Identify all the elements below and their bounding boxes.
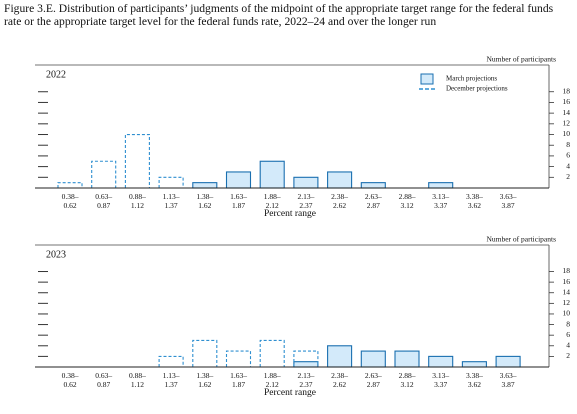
bar-outline xyxy=(57,182,83,188)
x-tick-label: 2.13–2.37 xyxy=(297,371,315,389)
x-tick-label: 1.63–1.87 xyxy=(230,192,247,210)
y-axis-label: Number of participants xyxy=(486,55,556,64)
bar xyxy=(259,160,285,189)
x-tick-label: 3.63–3.87 xyxy=(499,192,517,210)
bar xyxy=(225,171,252,189)
y-tick-label: 14 xyxy=(563,108,571,117)
y-tick-label: 18 xyxy=(563,86,571,95)
y-tick-label: 16 xyxy=(563,97,571,106)
bar xyxy=(428,355,454,368)
y-tick-label: 6 xyxy=(566,330,570,339)
x-tick-label: 2.38–2.62 xyxy=(331,371,349,389)
x-tick-label: 1.38–1.62 xyxy=(196,192,214,210)
bar xyxy=(327,345,353,368)
y-tick-label: 18 xyxy=(563,266,571,275)
y-tick-label: 8 xyxy=(566,140,570,149)
x-tick-label: 2.63–2.87 xyxy=(364,371,382,389)
bar-outline xyxy=(124,133,150,188)
bar xyxy=(192,182,218,189)
x-tick-label: 1.88–2.12 xyxy=(263,192,281,210)
x-tick-label: 3.38–3.62 xyxy=(465,371,483,389)
bar xyxy=(293,361,319,368)
x-tick-label: 3.13–3.37 xyxy=(432,192,450,210)
bar xyxy=(293,176,319,189)
legend-swatch xyxy=(420,73,434,85)
x-axis-label: Percent range xyxy=(264,209,316,219)
x-tick-label: 2.38–2.62 xyxy=(331,192,349,210)
x-tick-label: 2.88–3.12 xyxy=(398,192,416,210)
x-tick-label: 0.63–0.87 xyxy=(95,371,113,389)
bar xyxy=(428,182,454,189)
bar xyxy=(394,350,420,368)
y-tick-label: 10 xyxy=(563,129,571,138)
y-tick-label: 8 xyxy=(566,319,570,328)
bar xyxy=(461,361,487,368)
panel-title: 2023 xyxy=(46,249,66,260)
y-tick-label: 10 xyxy=(563,309,571,318)
x-tick-label: 0.38–0.62 xyxy=(61,192,79,210)
bar-outline xyxy=(293,350,319,367)
x-tick-label: 1.13–1.37 xyxy=(162,371,180,389)
x-tick-label: 1.63–1.87 xyxy=(230,371,247,389)
x-tick-label: 1.38–1.62 xyxy=(196,371,214,389)
y-tick-label: 12 xyxy=(563,298,571,307)
x-tick-label: 3.63–3.87 xyxy=(499,371,517,389)
bar-outline xyxy=(192,339,218,367)
x-tick-label: 1.13–1.37 xyxy=(162,192,180,210)
y-tick-label: 14 xyxy=(563,287,571,296)
y-tick-label: 16 xyxy=(563,277,571,286)
x-tick-label: 0.63–0.87 xyxy=(95,192,113,210)
bar xyxy=(360,350,386,368)
x-axis-label: Percent range xyxy=(264,388,316,398)
figure-title: Figure 3.E. Distribution of participants… xyxy=(4,2,554,28)
legend-label: December projections xyxy=(446,85,508,93)
y-tick-label: 4 xyxy=(566,161,570,170)
y-tick-label: 4 xyxy=(566,341,570,350)
bar-outline xyxy=(158,355,184,367)
bar-outline xyxy=(158,176,184,188)
x-tick-label: 2.63–2.87 xyxy=(364,192,382,210)
y-tick-label: 12 xyxy=(563,119,571,128)
y-tick-label: 6 xyxy=(566,151,570,160)
panel-title: 2022 xyxy=(46,69,66,80)
y-tick-label: 2 xyxy=(566,172,570,181)
x-tick-label: 2.88–3.12 xyxy=(398,371,416,389)
x-tick-label: 3.13–3.37 xyxy=(432,371,450,389)
bar xyxy=(360,182,386,189)
bar xyxy=(495,355,521,368)
x-tick-label: 3.38–3.62 xyxy=(465,192,483,210)
bar-outline xyxy=(91,160,117,188)
x-tick-label: 1.88–2.12 xyxy=(263,371,281,389)
y-tick-label: 2 xyxy=(566,351,570,360)
x-tick-label: 0.88–1.12 xyxy=(128,192,146,210)
x-tick-label: 0.38–0.62 xyxy=(61,371,79,389)
bar-outline xyxy=(259,339,285,367)
x-tick-label: 2.13–2.37 xyxy=(297,192,315,210)
bar-outline xyxy=(225,350,252,367)
y-axis-label: Number of participants xyxy=(486,235,556,244)
x-tick-label: 0.88–1.12 xyxy=(128,371,146,389)
legend-label: March projections xyxy=(446,75,497,83)
bar xyxy=(327,171,353,189)
